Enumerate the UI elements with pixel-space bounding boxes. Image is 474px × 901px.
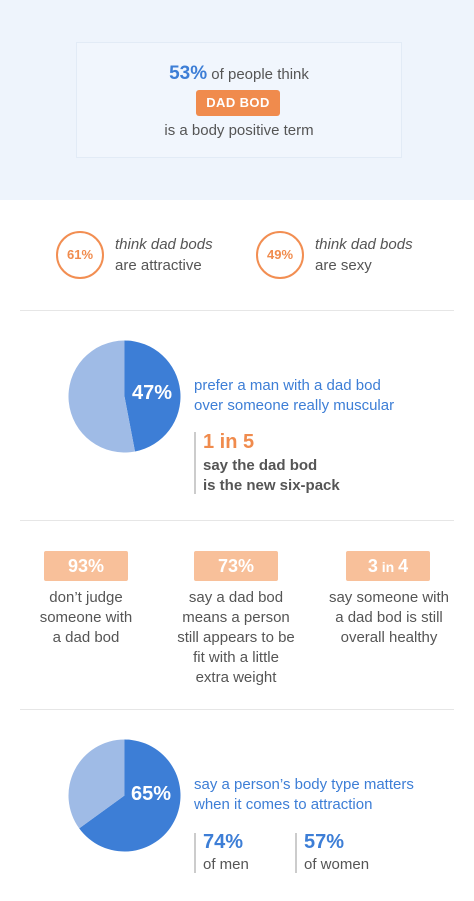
healthy-text: say someone with a dad bod is still over… bbox=[318, 588, 460, 648]
prefer-line-2: over someone really muscular bbox=[194, 397, 395, 414]
attractive-line-1: think dad bods bbox=[115, 236, 213, 253]
pie-chart-prefer bbox=[68, 340, 181, 453]
hero-card: 53% of people think DAD BOD is a body po… bbox=[76, 42, 402, 158]
fit-line-3: still appears to be bbox=[177, 629, 295, 646]
fit-line-5: extra weight bbox=[195, 669, 277, 686]
sexy-line-2: are sexy bbox=[315, 257, 372, 274]
pie-slice-prefer-dad-bod bbox=[124, 340, 181, 452]
sexy-line-1: think dad bods bbox=[315, 236, 413, 253]
attractive-circle: 61% bbox=[56, 231, 104, 279]
prefer-bar bbox=[194, 432, 196, 494]
hero-line-3: is a body positive term bbox=[164, 122, 314, 139]
healthy-line-1: say someone with bbox=[328, 589, 450, 606]
men-value: 74% bbox=[203, 831, 244, 853]
healthy-tag: 3 in 4 bbox=[346, 551, 430, 581]
hero-text: of people think bbox=[207, 66, 309, 83]
hero-stat: 53% bbox=[169, 63, 208, 84]
judge-tag: 93% bbox=[44, 551, 128, 581]
pie-chart-body-type bbox=[68, 739, 181, 852]
attractive-line-2: are attractive bbox=[115, 257, 202, 274]
six-pack-text: say the dad bod is the new six-pack bbox=[203, 456, 340, 496]
divider-2 bbox=[20, 520, 454, 521]
women-label: of women bbox=[304, 856, 370, 873]
pie-slice-body-type-other bbox=[68, 739, 125, 829]
six-pack-stat: 1 in 5 bbox=[203, 431, 255, 453]
pie-label-body-type: 65% bbox=[131, 783, 172, 805]
fit-line-1: say a dad bod bbox=[188, 589, 284, 606]
fit-text: say a dad bod means a person still appea… bbox=[161, 588, 311, 688]
judge-line-2: someone with bbox=[39, 609, 133, 626]
body-type-text: say a person’s body type matters when it… bbox=[194, 775, 414, 815]
pie-slice-body-type-matters bbox=[79, 739, 181, 852]
divider-1 bbox=[20, 310, 454, 311]
dad-bod-badge: DAD BOD bbox=[196, 90, 280, 116]
pie-svg-prefer bbox=[68, 340, 181, 453]
judge-tag-value: 93% bbox=[67, 556, 105, 576]
divider-3 bbox=[20, 709, 454, 710]
women-bar bbox=[295, 833, 297, 873]
judge-line-3: a dad bod bbox=[52, 629, 120, 646]
six-pack-line-2: is the new six-pack bbox=[203, 477, 340, 494]
judge-line-1: don’t judge bbox=[49, 589, 123, 606]
pie-svg-body-type bbox=[68, 739, 181, 852]
six-pack-line-1: say the dad bod bbox=[203, 457, 318, 474]
sexy-text: think dad bods are sexy bbox=[315, 234, 413, 276]
hero-line-1: 53% of people think bbox=[77, 63, 401, 85]
sexy-circle: 49% bbox=[256, 231, 304, 279]
women-value: 57% bbox=[304, 831, 345, 853]
healthy-tag-num1: 3 bbox=[367, 556, 378, 576]
pie-slice-prefer-other bbox=[68, 340, 135, 453]
pie-label-prefer: 47% bbox=[132, 382, 173, 404]
fit-line-4: fit with a little bbox=[193, 649, 279, 666]
men-label: of men bbox=[203, 856, 249, 873]
attractive-text: think dad bods are attractive bbox=[115, 234, 213, 276]
healthy-line-3: overall healthy bbox=[340, 629, 438, 646]
body-type-line-1: say a person’s body type matters bbox=[194, 776, 414, 793]
fit-line-2: means a person bbox=[182, 609, 290, 626]
healthy-tag-in: in bbox=[377, 559, 399, 575]
healthy-tag-num2: 4 bbox=[398, 556, 409, 576]
prefer-text: prefer a man with a dad bod over someone… bbox=[194, 376, 394, 416]
judge-text: don’t judge someone with a dad bod bbox=[16, 588, 156, 648]
fit-tag: 73% bbox=[194, 551, 278, 581]
healthy-line-2: a dad bod is still bbox=[335, 609, 443, 626]
body-type-line-2: when it comes to attraction bbox=[194, 796, 373, 813]
men-bar bbox=[194, 833, 196, 873]
fit-tag-value: 73% bbox=[217, 556, 255, 576]
prefer-line-1: prefer a man with a dad bod bbox=[194, 377, 381, 394]
